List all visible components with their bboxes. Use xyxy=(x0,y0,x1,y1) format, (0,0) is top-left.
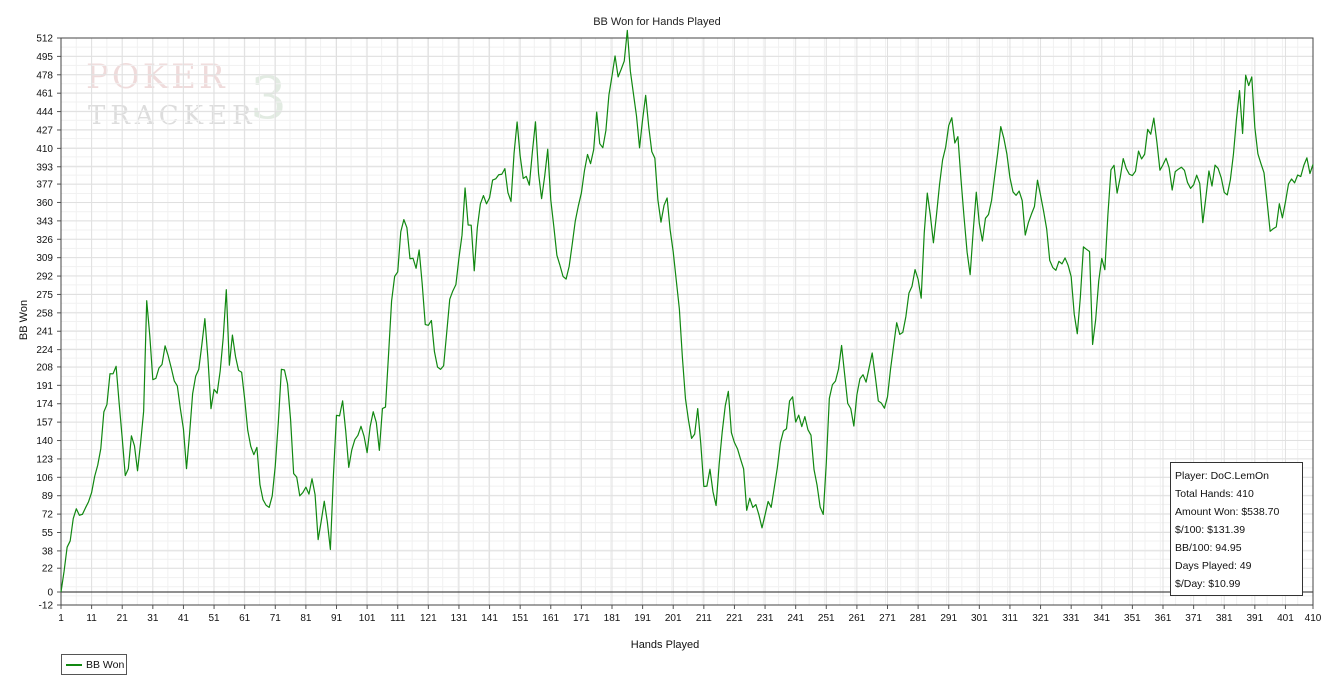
x-tick-label: 31 xyxy=(147,613,159,624)
x-tick-label: 191 xyxy=(634,613,651,624)
x-tick-label: 311 xyxy=(1002,613,1018,624)
x-tick-label: 301 xyxy=(971,613,988,624)
x-axis-label: Hands Played xyxy=(631,639,700,651)
y-tick-label: 377 xyxy=(36,180,53,191)
x-tick-label: 141 xyxy=(481,613,498,624)
x-tick-label: 61 xyxy=(239,613,251,624)
axes: 1 11 21 31 41 51 61 71 81 91 101 111 121 131 141 151 161… xyxy=(36,34,1321,625)
y-tick-label: 191 xyxy=(36,381,53,392)
stats-per-day: $/Day: $10.99 xyxy=(1175,578,1241,590)
y-tick-label: 241 xyxy=(36,327,53,338)
x-tick-label: 161 xyxy=(542,613,559,624)
y-tick-label: 258 xyxy=(36,308,53,319)
x-tick-label: 251 xyxy=(818,613,835,624)
stats-total-hands: Total Hands: 410 xyxy=(1175,488,1254,500)
y-tick-label: 89 xyxy=(42,491,54,502)
y-tick-label: 309 xyxy=(36,253,53,264)
x-tick-label: 181 xyxy=(604,613,621,624)
x-tick-label: 241 xyxy=(787,613,804,624)
x-tick-label: 341 xyxy=(1093,613,1110,624)
y-tick-label: 444 xyxy=(36,107,53,118)
stats-amount-won: Amount Won: $538.70 xyxy=(1175,506,1280,518)
y-tick-label: 224 xyxy=(36,345,53,356)
x-tick-label: 121 xyxy=(420,613,437,624)
y-tick-label: 123 xyxy=(36,454,53,465)
x-tick-label: 261 xyxy=(849,613,866,624)
watermark-line1: POKER xyxy=(86,57,228,97)
y-tick-label: 410 xyxy=(36,144,53,155)
y-tick-label: 495 xyxy=(36,52,53,63)
y-tick-label: 275 xyxy=(36,290,53,301)
y-axis-label: BB Won xyxy=(18,300,30,340)
y-tick-label: 55 xyxy=(42,528,54,539)
legend-swatch xyxy=(66,663,82,666)
stats-player: Player: DoC.LemOn xyxy=(1175,470,1269,482)
y-tick-label: 427 xyxy=(36,125,53,136)
x-tick-label: 1 xyxy=(58,613,64,624)
x-tick-label: 81 xyxy=(300,613,312,624)
x-tick-label: 331 xyxy=(1063,613,1080,624)
legend-label: BB Won xyxy=(86,658,125,671)
y-tick-label: 208 xyxy=(36,362,53,373)
x-tick-label: 211 xyxy=(696,613,712,624)
chart-title: BB Won for Hands Played xyxy=(593,16,721,28)
x-tick-label: 151 xyxy=(512,613,529,624)
x-tick-label: 281 xyxy=(910,613,927,624)
y-tick-label: 360 xyxy=(36,198,53,209)
watermark-line2: TRACKER xyxy=(88,101,257,131)
watermark-logo: POKER 3 TRACKER xyxy=(86,57,287,132)
y-tick-label: 292 xyxy=(36,272,53,283)
x-tick-label: 271 xyxy=(879,613,896,624)
x-tick-label: 371 xyxy=(1185,613,1202,624)
y-tick-label: 478 xyxy=(36,70,53,81)
y-tick-label: 38 xyxy=(42,546,54,557)
x-tick-label: 231 xyxy=(757,613,774,624)
x-tick-label: 201 xyxy=(665,613,682,624)
y-tick-label: 72 xyxy=(42,510,54,521)
x-tick-label: 41 xyxy=(178,613,190,624)
stats-bb-per-100: BB/100: 94.95 xyxy=(1175,542,1242,554)
x-tick-label: 101 xyxy=(359,613,376,624)
y-tick-label: 512 xyxy=(36,34,53,45)
stats-per-100: $/100: $131.39 xyxy=(1175,524,1246,536)
stats-box: Player: DoC.LemOn Total Hands: 410 Amoun… xyxy=(1170,462,1303,596)
y-tick-label: 157 xyxy=(36,418,53,429)
x-tick-label: 91 xyxy=(331,613,343,624)
y-tick-label: 326 xyxy=(36,235,53,246)
x-tick-label: 351 xyxy=(1124,613,1141,624)
y-tick-label: 174 xyxy=(36,399,53,410)
x-tick-label: 381 xyxy=(1216,613,1233,624)
y-tick-label: -12 xyxy=(39,601,54,612)
x-tick-label: 221 xyxy=(726,613,743,624)
legend: BB Won xyxy=(61,654,127,675)
x-tick-label: 131 xyxy=(451,613,468,624)
y-tick-label: 0 xyxy=(47,588,53,599)
y-tick-label: 461 xyxy=(36,89,53,100)
y-tick-label: 343 xyxy=(36,216,53,227)
x-tick-label: 21 xyxy=(117,613,129,624)
y-tick-label: 106 xyxy=(36,473,53,484)
x-tick-label: 410 xyxy=(1305,613,1322,624)
x-tick-label: 321 xyxy=(1032,613,1049,624)
x-tick-label: 51 xyxy=(208,613,220,624)
x-tick-label: 391 xyxy=(1246,613,1263,624)
x-tick-label: 361 xyxy=(1155,613,1172,624)
x-tick-label: 111 xyxy=(390,613,406,624)
x-tick-label: 401 xyxy=(1277,613,1294,624)
x-tick-label: 291 xyxy=(940,613,957,624)
plot-frame xyxy=(60,37,1314,606)
series-line-bb-won xyxy=(60,29,1314,593)
y-tick-label: 393 xyxy=(36,162,53,173)
stats-days-played: Days Played: 49 xyxy=(1175,560,1252,572)
x-tick-label: 71 xyxy=(270,613,282,624)
y-tick-label: 140 xyxy=(36,436,53,447)
y-tick-label: 22 xyxy=(42,564,54,575)
series-layer xyxy=(60,29,1314,593)
x-tick-label: 11 xyxy=(86,613,97,624)
x-tick-label: 171 xyxy=(573,613,590,624)
